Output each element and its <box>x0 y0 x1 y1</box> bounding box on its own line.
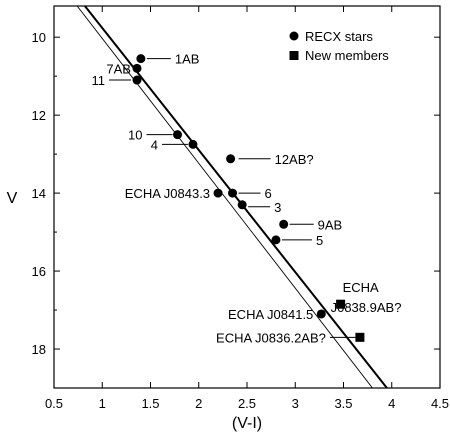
point-label: 9AB <box>318 217 343 232</box>
point-recx <box>237 200 247 210</box>
point-label: ECHA J0843.3 <box>125 186 210 201</box>
label-leader-lines <box>108 58 356 338</box>
point-label: 7AB <box>106 61 131 76</box>
axis-ticks: 0.5 1 1.5 2 2.5 3 3.5 4 4.5 10 12 14 16 18 <box>32 6 449 411</box>
y-tick-label: 12 <box>32 108 46 123</box>
point-label: 10 <box>128 128 142 143</box>
point-recx <box>213 188 223 198</box>
x-tick-label: 1 <box>99 396 106 411</box>
point-label: 5 <box>316 233 323 248</box>
legend-marker-new <box>289 51 299 60</box>
x-tick-label: 2.5 <box>238 396 256 411</box>
y-tick-label: 18 <box>32 342 46 357</box>
point-label: 4 <box>151 137 158 152</box>
point-recx <box>173 130 183 140</box>
y-tick-label: 14 <box>32 186 46 201</box>
x-tick-label: 4.5 <box>431 396 449 411</box>
point-recx <box>136 54 146 64</box>
x-tick-label: 2 <box>195 396 202 411</box>
x-tick-label: 4 <box>388 396 395 411</box>
point-label: J0838.9AB? <box>331 300 402 315</box>
legend-label-recx: RECX stars <box>305 29 373 44</box>
point-label: ECHA <box>343 280 379 295</box>
point-recx <box>228 188 238 198</box>
data-points <box>132 54 365 342</box>
legend: RECX stars New members <box>289 29 389 63</box>
x-tick-label: 1.5 <box>141 396 159 411</box>
y-tick-label: 16 <box>32 264 46 279</box>
legend-marker-recx <box>289 31 299 41</box>
x-tick-label: 3 <box>292 396 299 411</box>
point-recx <box>132 75 142 85</box>
x-tick-label: 0.5 <box>45 396 63 411</box>
point-label: 1AB <box>175 52 200 67</box>
x-axis-label: (V-I) <box>232 415 262 432</box>
point-new-member <box>336 299 346 309</box>
point-new-member <box>355 332 365 342</box>
point-label: 6 <box>265 186 272 201</box>
y-tick-label: 10 <box>32 30 46 45</box>
point-label: 11 <box>91 73 105 88</box>
y-axis-label: V <box>7 190 18 207</box>
point-recx <box>132 63 142 73</box>
point-label: 12AB? <box>275 152 314 167</box>
point-label: 3 <box>274 200 281 215</box>
point-recx <box>226 154 236 164</box>
point-label: ECHA J0841.5 <box>228 307 313 322</box>
point-label: ECHA J0836.2AB? <box>216 330 326 345</box>
point-recx <box>188 139 198 149</box>
point-recx <box>316 309 326 319</box>
point-recx <box>279 219 289 229</box>
sequence-line-thin <box>76 6 373 388</box>
x-tick-label: 3.5 <box>334 396 352 411</box>
point-recx <box>271 235 281 245</box>
legend-label-new: New members <box>305 48 389 63</box>
